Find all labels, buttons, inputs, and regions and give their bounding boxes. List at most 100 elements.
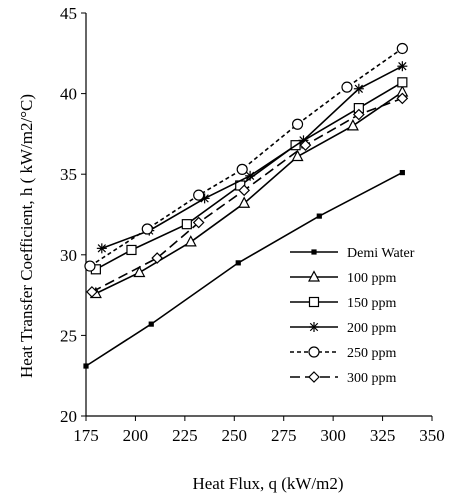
triangle-marker-shape (238, 196, 251, 208)
circle-marker-shape (396, 42, 408, 55)
legend-marker (308, 296, 320, 308)
legend-label: 200 ppm (347, 321, 397, 336)
y-tick-label: 40 (60, 85, 77, 104)
data-point (86, 286, 98, 298)
y-axis-title: Heat Transfer Coefficient, h ( kW/m2/°C) (17, 94, 36, 378)
y-tick-label: 25 (60, 326, 77, 345)
legend-label: Demi Water (347, 246, 415, 261)
triangle-marker-shape (291, 149, 304, 162)
x-tick-label: 175 (73, 426, 99, 445)
data-point (193, 189, 205, 201)
circle-marker-shape (341, 81, 353, 93)
legend-label: 300 ppm (347, 371, 397, 386)
data-point (192, 216, 205, 229)
series-demi-water (83, 169, 405, 369)
data-point (148, 321, 154, 327)
legend-marker (309, 322, 319, 332)
x-tick-label: 350 (419, 426, 445, 445)
circle-marker-shape (193, 189, 205, 201)
data-point (291, 149, 304, 162)
legend-item: 250 ppm (290, 346, 397, 361)
series-line (101, 65, 403, 250)
data-point (83, 363, 89, 369)
data-point (341, 81, 353, 93)
y-tick-label: 35 (60, 165, 77, 184)
x-tick-label: 250 (222, 426, 248, 445)
series-250-ppm (84, 42, 408, 272)
data-point (238, 184, 251, 197)
legend-marker (308, 270, 320, 282)
legend-label: 250 ppm (347, 346, 397, 361)
data-point (399, 169, 405, 176)
diamond-marker-shape (308, 371, 320, 383)
triangle-marker-shape (308, 270, 320, 282)
data-point (96, 243, 107, 254)
triangle-marker-shape (133, 265, 146, 278)
legend-marker (311, 249, 317, 255)
circle-marker-shape (236, 163, 248, 175)
legend-item: 200 ppm (290, 321, 397, 336)
series-100-ppm (89, 85, 409, 299)
data-point (84, 260, 96, 272)
data-point (353, 83, 364, 94)
legend-label: 150 ppm (347, 296, 397, 311)
data-point (126, 244, 137, 256)
legend-marker (308, 346, 320, 358)
legend-item: Demi Water (290, 246, 415, 261)
small-square-marker-shape (83, 363, 89, 369)
data-point (396, 92, 409, 105)
data-point (299, 139, 312, 152)
data-point (396, 42, 408, 55)
legend-label: 100 ppm (347, 271, 397, 286)
data-point (291, 118, 304, 130)
legend-item: 300 ppm (290, 371, 397, 386)
star-marker-stroke (299, 136, 308, 145)
circle-marker-shape (141, 223, 153, 235)
series-line (95, 91, 403, 295)
diamond-marker-shape (352, 108, 365, 121)
square-marker-shape (308, 296, 320, 308)
triangle-marker-shape (184, 235, 197, 247)
diamond-marker-shape (86, 286, 98, 298)
square-marker-shape (397, 77, 408, 88)
legend-marker (308, 371, 320, 383)
diamond-marker-shape (299, 139, 312, 152)
star-marker-stroke (245, 171, 255, 180)
data-point (397, 77, 408, 88)
data-point (346, 119, 359, 131)
data-point (397, 61, 408, 72)
diamond-marker-shape (238, 184, 251, 197)
diamond-marker-shape (151, 252, 164, 264)
data-point (141, 223, 153, 235)
series-300-ppm (86, 92, 409, 298)
small-square-marker-shape (235, 260, 241, 266)
diamond-marker-shape (396, 92, 409, 105)
circle-marker-shape (84, 260, 96, 272)
series-layer (83, 42, 409, 369)
data-point (151, 252, 164, 264)
star-marker-stroke (97, 244, 106, 253)
data-point (238, 196, 251, 208)
x-tick-label: 225 (172, 426, 198, 445)
data-point (184, 235, 197, 247)
circle-marker-shape (291, 118, 304, 130)
square-marker-shape (181, 219, 192, 230)
star-marker-stroke (309, 322, 319, 332)
diamond-marker-shape (192, 216, 205, 229)
small-square-marker-shape (399, 169, 405, 176)
y-tick-label: 20 (60, 407, 77, 426)
star-marker-stroke (398, 62, 407, 71)
series-200-ppm (96, 61, 408, 254)
square-marker-shape (126, 244, 137, 256)
small-square-marker-shape (311, 249, 317, 255)
y-tick-label: 45 (60, 4, 77, 23)
chart-legend: Demi Water 100 ppm 150 ppm 200 ppm 250 ppm 30… (290, 246, 415, 386)
data-point (235, 260, 241, 266)
data-point (236, 163, 248, 175)
x-tick-label: 200 (123, 426, 149, 445)
circle-marker-shape (308, 346, 320, 358)
star-marker-stroke (354, 84, 364, 93)
data-point (316, 213, 322, 219)
x-axis-title: Heat Flux, q (kW/m2) (192, 474, 343, 493)
